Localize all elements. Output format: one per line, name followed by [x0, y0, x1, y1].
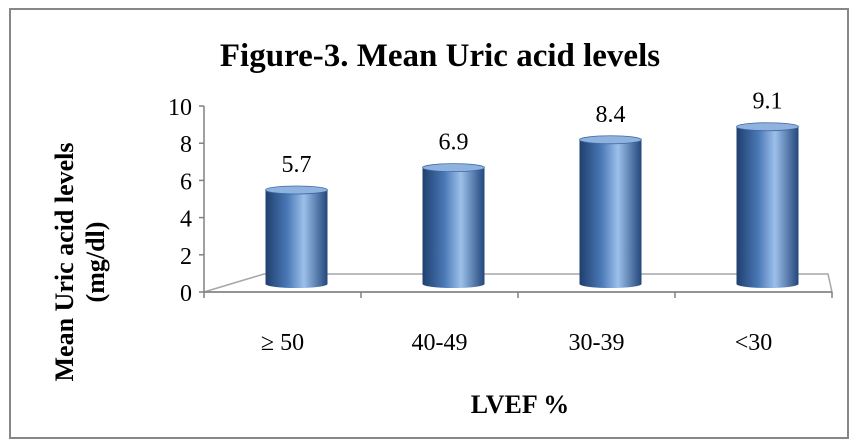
bar-body [579, 139, 642, 288]
y-axis-label-line1: Mean Uric acid levels [50, 143, 79, 382]
labels-group: 5.7 ≥ 50 6.9 40-49 8.4 30-39 9.1 <30 [261, 89, 783, 356]
bar [422, 163, 485, 288]
data-label: 8.4 [596, 102, 626, 128]
x-tick-label: <30 [735, 330, 773, 356]
chart-title: Figure-3. Mean Uric acid levels [220, 38, 660, 74]
bar-top [579, 135, 642, 145]
bars-group [265, 122, 799, 289]
bar-top [736, 122, 799, 132]
y-tick-label: 4 [180, 207, 192, 233]
data-label: 6.9 [439, 130, 469, 156]
bar [579, 135, 642, 288]
bar-body [736, 126, 799, 289]
x-axis-label: LVEF % [471, 390, 570, 419]
y-axis-label-line2: (mg/dl) [81, 222, 110, 303]
y-tick-label: 8 [180, 132, 192, 158]
data-label: 9.1 [753, 89, 783, 115]
data-label: 5.7 [282, 152, 312, 178]
y-tick-label: 0 [180, 281, 192, 307]
bar-top [422, 163, 485, 173]
bar-body [265, 189, 328, 288]
bar [265, 185, 328, 288]
y-axis: 0 2 4 6 8 10 [168, 95, 833, 307]
bar [736, 122, 799, 289]
x-tick-label: 30-39 [569, 330, 625, 356]
bar-top [265, 185, 328, 195]
y-tick-label: 6 [180, 169, 192, 195]
x-tick-label: 40-49 [412, 330, 468, 356]
x-tick-label: ≥ 50 [261, 330, 304, 356]
bar-body [422, 167, 485, 288]
y-tick-label: 10 [168, 95, 192, 121]
y-tick-label: 2 [180, 244, 192, 270]
